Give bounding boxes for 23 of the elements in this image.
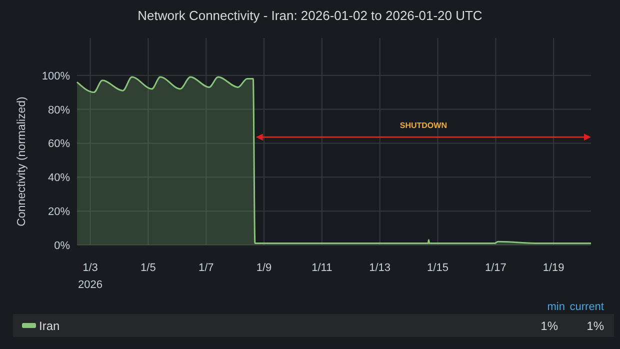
text: current (570, 301, 604, 313)
y-axis-title: Connectivity (normalized) (16, 96, 28, 226)
y-tick-label: 60% (48, 138, 70, 150)
y-tick-label: 20% (48, 206, 70, 218)
x-tick-label: 1/3 2026 (78, 262, 103, 291)
x-tick-label: 1/11 (312, 262, 332, 274)
x-tick-label: 1/19 (542, 262, 564, 274)
x-tick-label: 1/5 (140, 262, 156, 274)
x-tick-label: 1/15 (427, 262, 448, 274)
text: min (547, 301, 565, 313)
chart-title: Network Connectivity - Iran: 2026-01-02 to 2026-01-20 UTC (138, 8, 482, 23)
x-tick-label: 1/7 (198, 262, 214, 274)
legend-label: Iran (39, 319, 60, 333)
x-tick-label: 1/17 (484, 262, 506, 274)
y-tick-label: 40% (48, 172, 70, 184)
y-tick-label: 0% (54, 240, 70, 252)
y-tick-label: 100% (42, 70, 70, 82)
x-tick-label: 1/9 (256, 262, 272, 274)
x-tick-label: 1/13 (369, 262, 391, 274)
text: 1% (586, 319, 604, 333)
y-tick-label: 80% (48, 104, 70, 116)
text: 1% (540, 319, 558, 333)
annotation: SHUTDOWN (400, 121, 448, 130)
